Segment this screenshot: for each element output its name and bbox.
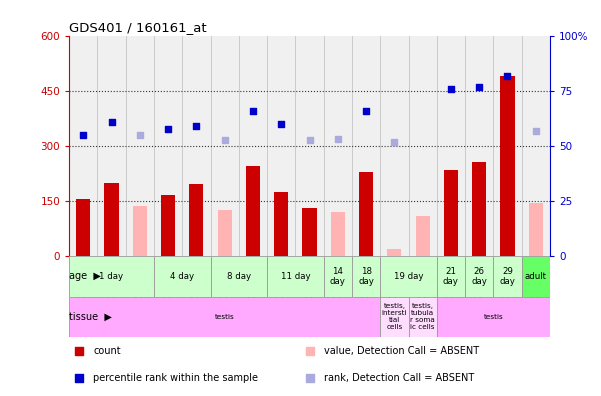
Text: 19 day: 19 day	[394, 272, 423, 281]
Bar	[76, 199, 90, 256]
Bar	[69, 297, 380, 337]
Point	[305, 348, 314, 354]
Point	[502, 73, 512, 79]
Bar	[218, 210, 232, 256]
Bar	[302, 208, 317, 256]
Bar	[133, 206, 147, 256]
Text: 18
day: 18 day	[358, 267, 374, 286]
Bar	[324, 256, 352, 297]
Point	[107, 119, 117, 125]
Text: value, Detection Call = ABSENT: value, Detection Call = ABSENT	[324, 346, 479, 356]
Bar	[352, 256, 380, 297]
Bar	[409, 297, 437, 337]
Bar	[267, 256, 324, 297]
Point	[220, 137, 230, 143]
Point	[446, 86, 456, 92]
Point	[192, 122, 201, 129]
Text: testis: testis	[483, 314, 503, 320]
Text: GDS401 / 160161_at: GDS401 / 160161_at	[69, 21, 207, 34]
Text: age  ▶: age ▶	[69, 271, 102, 281]
Bar	[380, 256, 437, 297]
Bar	[437, 256, 465, 297]
Text: tissue  ▶: tissue ▶	[69, 312, 112, 322]
Bar	[161, 196, 175, 256]
Point	[248, 108, 258, 114]
Text: count: count	[93, 346, 121, 356]
Bar	[529, 203, 543, 256]
Bar	[415, 216, 430, 256]
Point	[74, 348, 84, 354]
Bar	[437, 297, 550, 337]
Bar	[331, 212, 345, 256]
Point	[333, 135, 343, 142]
Text: 14
day: 14 day	[330, 267, 346, 286]
Text: percentile rank within the sample: percentile rank within the sample	[93, 373, 258, 383]
Point	[163, 126, 173, 133]
Bar	[274, 192, 288, 256]
Bar	[380, 297, 409, 337]
Text: adult: adult	[525, 272, 547, 281]
Point	[305, 375, 314, 381]
Text: rank, Detection Call = ABSENT: rank, Detection Call = ABSENT	[324, 373, 474, 383]
Bar	[105, 183, 118, 256]
Bar	[359, 171, 373, 256]
Bar	[154, 256, 210, 297]
Bar	[465, 256, 493, 297]
Bar	[189, 185, 204, 256]
Bar	[387, 249, 401, 256]
Point	[389, 139, 399, 145]
Text: 1 day: 1 day	[100, 272, 124, 281]
Bar	[522, 256, 550, 297]
Point	[276, 121, 286, 127]
Text: testis: testis	[215, 314, 234, 320]
Point	[79, 132, 88, 138]
Text: testis,
intersti
tial
cells: testis, intersti tial cells	[382, 303, 407, 330]
Point	[74, 375, 84, 381]
Point	[305, 137, 314, 143]
Text: 21
day: 21 day	[443, 267, 459, 286]
Text: 8 day: 8 day	[227, 272, 251, 281]
Point	[474, 84, 484, 90]
Point	[135, 132, 145, 138]
Bar	[501, 76, 514, 256]
Bar	[246, 166, 260, 256]
Text: 26
day: 26 day	[471, 267, 487, 286]
Text: testis,
tubula
r soma
ic cells: testis, tubula r soma ic cells	[410, 303, 435, 330]
Bar	[69, 256, 154, 297]
Text: 29
day: 29 day	[499, 267, 516, 286]
Point	[361, 108, 371, 114]
Text: 4 day: 4 day	[170, 272, 194, 281]
Point	[531, 128, 540, 134]
Bar	[493, 256, 522, 297]
Bar	[472, 162, 486, 256]
Text: 11 day: 11 day	[281, 272, 310, 281]
Bar	[444, 170, 458, 256]
Bar	[210, 256, 267, 297]
